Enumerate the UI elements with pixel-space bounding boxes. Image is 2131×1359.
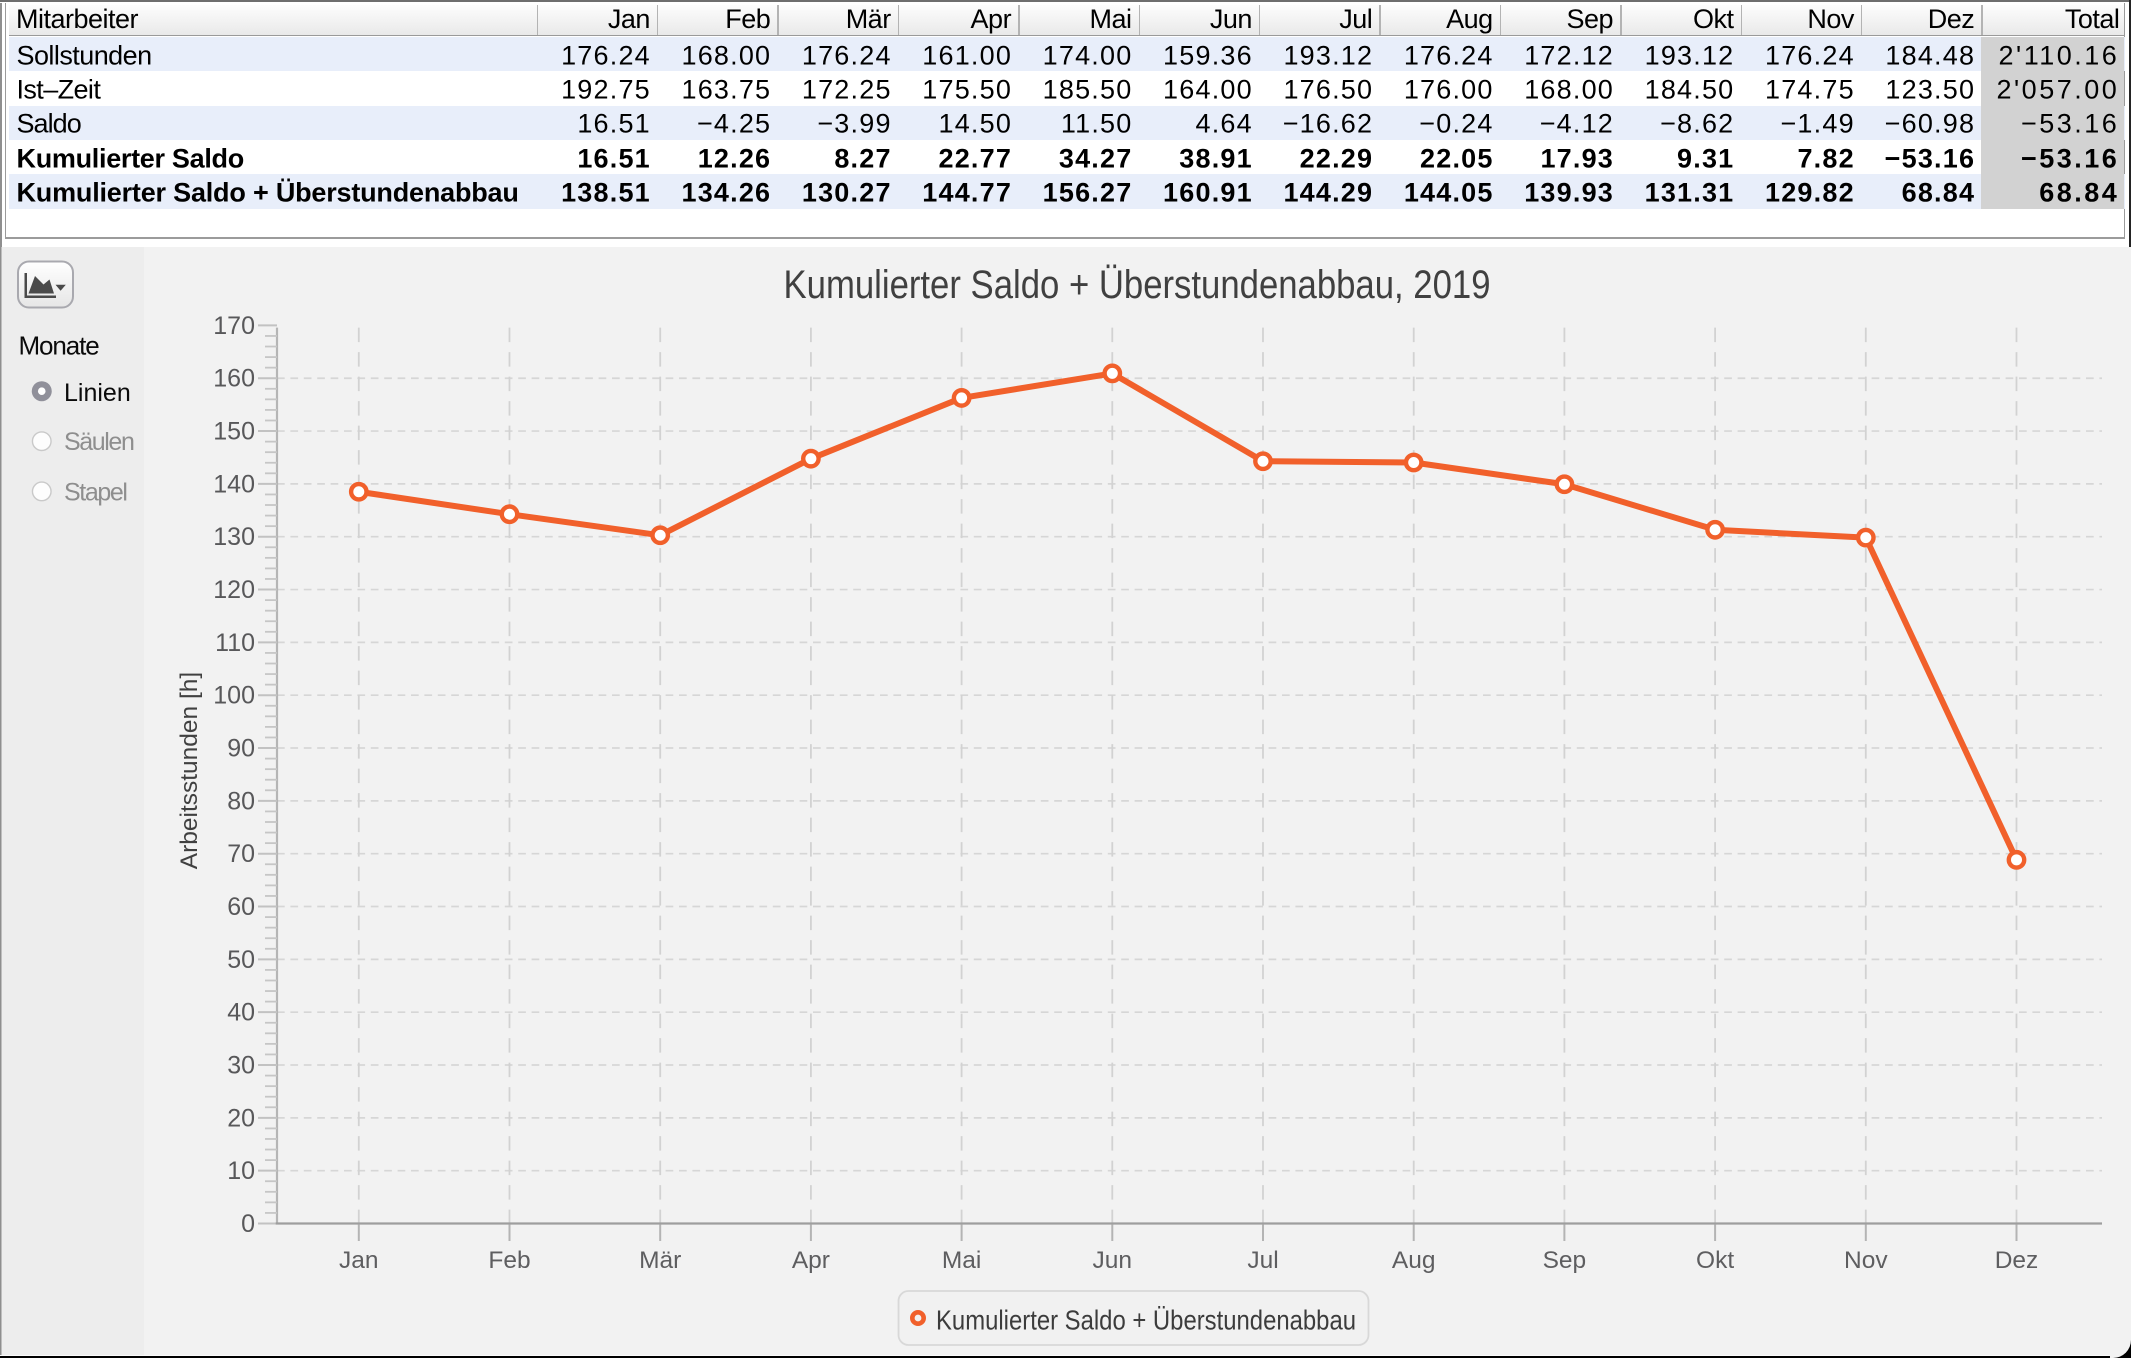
svg-text:160: 160 bbox=[213, 365, 255, 393]
svg-text:Jun: Jun bbox=[1093, 1247, 1133, 1274]
svg-text:80: 80 bbox=[227, 787, 255, 815]
svg-text:100: 100 bbox=[213, 682, 255, 710]
svg-text:140: 140 bbox=[213, 470, 255, 498]
svg-text:Linien: Linien bbox=[64, 379, 131, 407]
svg-text:Säulen: Säulen bbox=[64, 428, 134, 456]
svg-text:170: 170 bbox=[213, 312, 255, 340]
svg-text:Nov: Nov bbox=[1844, 1247, 1888, 1274]
svg-text:30: 30 bbox=[227, 1052, 255, 1080]
svg-text:Monate: Monate bbox=[19, 331, 100, 361]
svg-text:Stapel: Stapel bbox=[64, 479, 127, 507]
svg-text:Kumulierter Saldo + Überstunde: Kumulierter Saldo + Überstundenabbau bbox=[936, 1305, 1356, 1336]
svg-text:Okt: Okt bbox=[1696, 1247, 1734, 1274]
svg-text:150: 150 bbox=[213, 418, 255, 446]
svg-text:Mär: Mär bbox=[639, 1247, 681, 1274]
svg-text:130: 130 bbox=[213, 523, 255, 551]
svg-text:60: 60 bbox=[227, 893, 255, 921]
svg-text:0: 0 bbox=[241, 1210, 255, 1238]
svg-text:Mai: Mai bbox=[942, 1247, 981, 1274]
svg-text:50: 50 bbox=[227, 946, 255, 974]
svg-text:20: 20 bbox=[227, 1104, 255, 1132]
svg-text:120: 120 bbox=[213, 576, 255, 604]
svg-text:Arbeitsstunden [h]: Arbeitsstunden [h] bbox=[176, 672, 203, 869]
svg-text:70: 70 bbox=[227, 840, 255, 868]
svg-text:Apr: Apr bbox=[792, 1247, 830, 1274]
svg-text:110: 110 bbox=[215, 629, 255, 657]
svg-text:Aug: Aug bbox=[1392, 1247, 1436, 1274]
svg-text:10: 10 bbox=[227, 1157, 255, 1185]
svg-text:Jan: Jan bbox=[339, 1247, 379, 1274]
svg-text:Dez: Dez bbox=[1995, 1247, 2039, 1274]
svg-text:Feb: Feb bbox=[488, 1247, 530, 1274]
svg-text:90: 90 bbox=[227, 735, 255, 763]
svg-text:40: 40 bbox=[227, 999, 255, 1027]
svg-text:Kumulierter Saldo + Überstunde: Kumulierter Saldo + Überstundenabbau, 20… bbox=[784, 263, 1491, 307]
svg-text:Jul: Jul bbox=[1247, 1247, 1278, 1274]
svg-text:Sep: Sep bbox=[1543, 1247, 1587, 1274]
